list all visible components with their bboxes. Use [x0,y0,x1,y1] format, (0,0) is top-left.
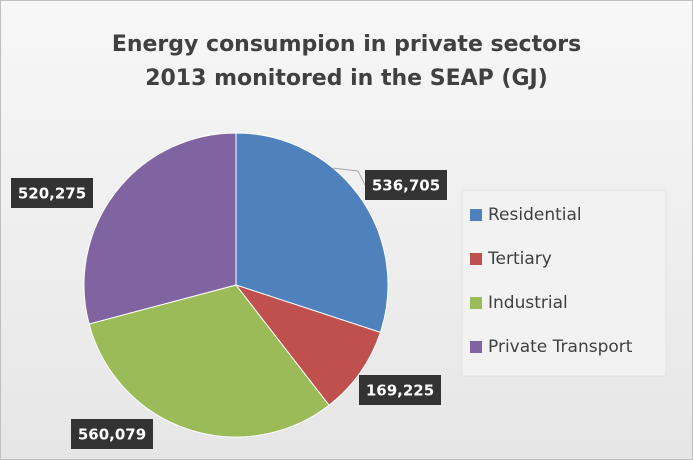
legend-label: Residential [488,205,582,225]
legend-swatch [470,209,482,221]
data-label-box [359,375,441,405]
legend-box [461,189,667,377]
pie-slice [88,284,330,438]
legend-label: Tertiary [487,249,552,269]
legend-swatch [470,253,482,265]
data-label: 560,079 [78,426,146,444]
leader-line [333,167,366,186]
data-label-box [11,178,93,208]
legend-swatch [470,341,482,353]
data-label-box [71,419,153,449]
legend-swatch [470,297,482,309]
data-label: 520,275 [18,185,86,203]
data-label: 536,705 [372,177,440,195]
data-label-box [365,170,447,200]
chart-title: Energy consumpion in private sectors 201… [111,32,582,91]
legend-label: Private Transport [488,337,633,357]
pie-slice [234,284,382,406]
pie-slice [83,132,237,325]
legend-label: Industrial [488,293,568,313]
data-label: 169,225 [366,382,434,400]
pie-slice [235,132,389,334]
